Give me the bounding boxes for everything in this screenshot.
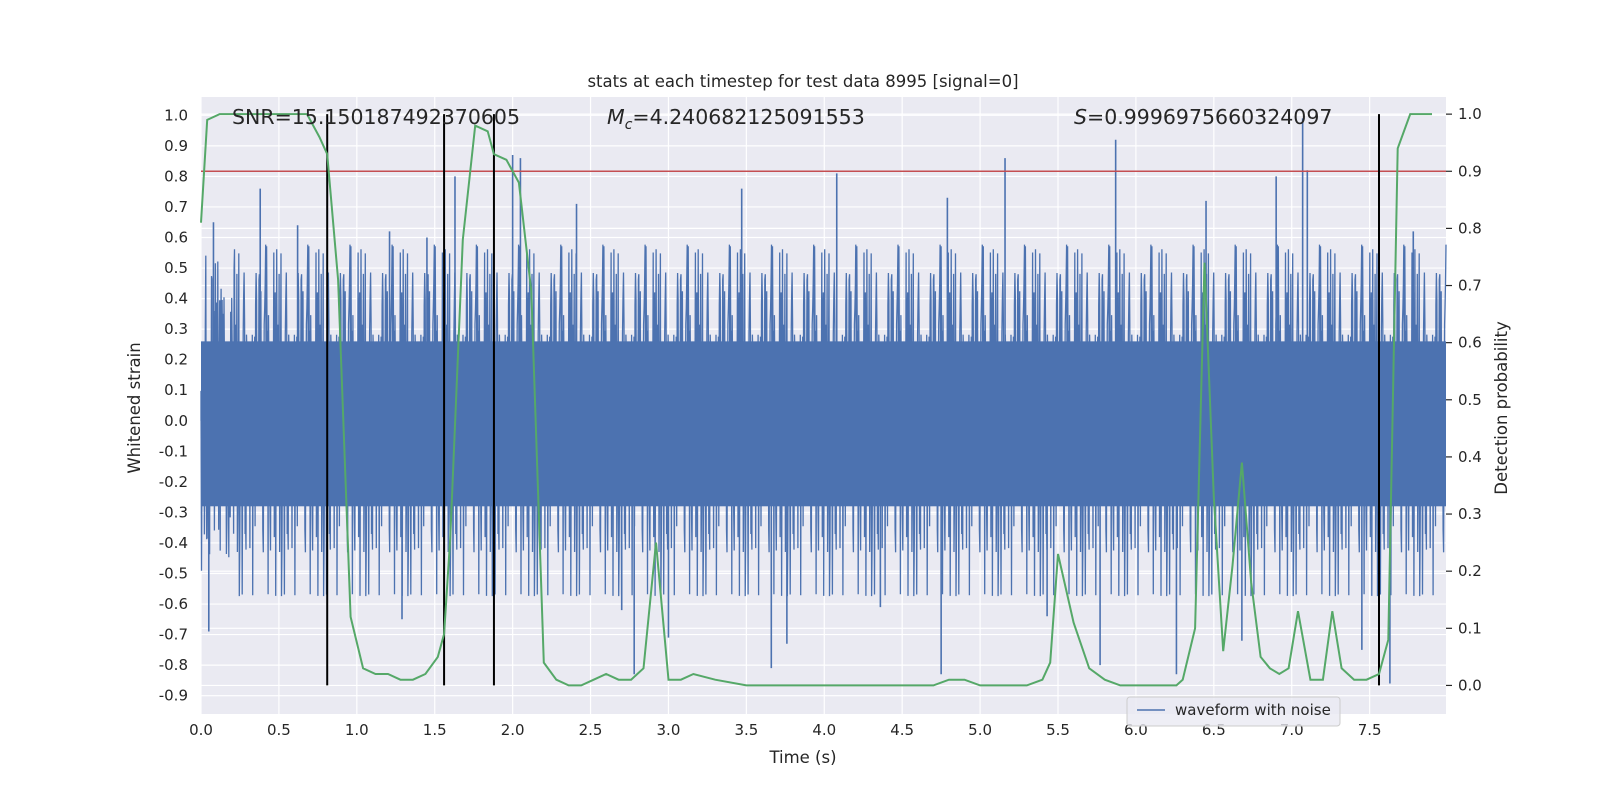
y2-tick-label: 0.3	[1458, 505, 1482, 523]
y2-tick-label: 0.0	[1458, 676, 1482, 694]
y-tick-label: -0.1	[159, 442, 188, 460]
y-tick-label: 0.9	[164, 137, 188, 155]
s-value: =0.9996975660324097	[1087, 105, 1332, 129]
y2-tick-label: 0.5	[1458, 391, 1482, 409]
y-tick-label: 0.1	[164, 381, 188, 399]
y-tick-label: -0.6	[159, 595, 188, 613]
y-tick-label: -0.9	[159, 687, 188, 705]
x-tick-label: 2.5	[579, 721, 603, 739]
x-tick-label: 0.5	[267, 721, 291, 739]
legend: waveform with noise	[1126, 696, 1341, 727]
chirp-mass-value: =4.240682125091553	[632, 105, 864, 129]
y-tick-label: 0.4	[164, 290, 188, 308]
y-tick-label: 1.0	[164, 106, 188, 124]
chirp-mass-subscript: c	[625, 117, 633, 133]
y2-axis-label: Detection probability	[1492, 321, 1511, 495]
x-tick-label: 5.0	[968, 721, 992, 739]
x-tick-label: 4.0	[812, 721, 836, 739]
s-symbol: S	[1074, 105, 1087, 129]
y2-tick-label: 0.6	[1458, 334, 1482, 352]
y2-tick-label: 0.9	[1458, 162, 1482, 180]
snr-annotation: SNR=15.150187492370605	[232, 105, 520, 129]
detection-probability-line	[200, 113, 1432, 687]
y-tick-label: 0.3	[164, 320, 188, 338]
legend-label: waveform with noise	[1175, 701, 1331, 719]
y-tick-label: 0.8	[164, 167, 188, 185]
y2-tick-label: 1.0	[1458, 105, 1482, 123]
y2-tick-label: 0.1	[1458, 619, 1482, 637]
x-tick-label: 5.5	[1046, 721, 1070, 739]
y-tick-label: -0.5	[159, 564, 188, 582]
y-tick-label: -0.3	[159, 503, 188, 521]
y-tick-label: -0.7	[159, 626, 188, 644]
x-tick-label: 2.0	[501, 721, 525, 739]
s-statistic-annotation: S=0.9996975660324097	[1074, 105, 1332, 129]
y-tick-label: 0.0	[164, 412, 188, 430]
x-axis-label: Time (s)	[768, 748, 836, 767]
y-tick-label: 0.2	[164, 351, 188, 369]
x-tick-label: 0.0	[189, 721, 213, 739]
x-tick-label: 4.5	[890, 721, 914, 739]
x-tick-label: 3.0	[657, 721, 681, 739]
x-tick-label: 3.5	[734, 721, 758, 739]
y-tick-label: 0.6	[164, 229, 188, 247]
y2-tick-label: 0.7	[1458, 277, 1482, 295]
y-tick-label: -0.8	[159, 656, 188, 674]
strain-dense-band	[201, 341, 1446, 507]
chirp-mass-annotation: Mc=4.240682125091553	[607, 105, 865, 133]
y-axis-label: Whitened strain	[125, 342, 144, 473]
y-tick-label: -0.2	[159, 473, 188, 491]
chart-title: stats at each timestep for test data 899…	[587, 72, 1018, 91]
y2-tick-label: 0.8	[1458, 219, 1482, 237]
x-tick-label: 1.5	[423, 721, 447, 739]
x-tick-label: 7.5	[1358, 721, 1382, 739]
y-tick-label: 0.7	[164, 198, 188, 216]
y2-tick-label: 0.2	[1458, 562, 1482, 580]
x-tick-label: 1.0	[345, 721, 369, 739]
y-tick-label: 0.5	[164, 259, 188, 277]
y-tick-label: -0.4	[159, 534, 188, 552]
y2-tick-label: 0.4	[1458, 448, 1482, 466]
chirp-mass-symbol: M	[607, 105, 625, 129]
legend-box	[1126, 696, 1341, 727]
